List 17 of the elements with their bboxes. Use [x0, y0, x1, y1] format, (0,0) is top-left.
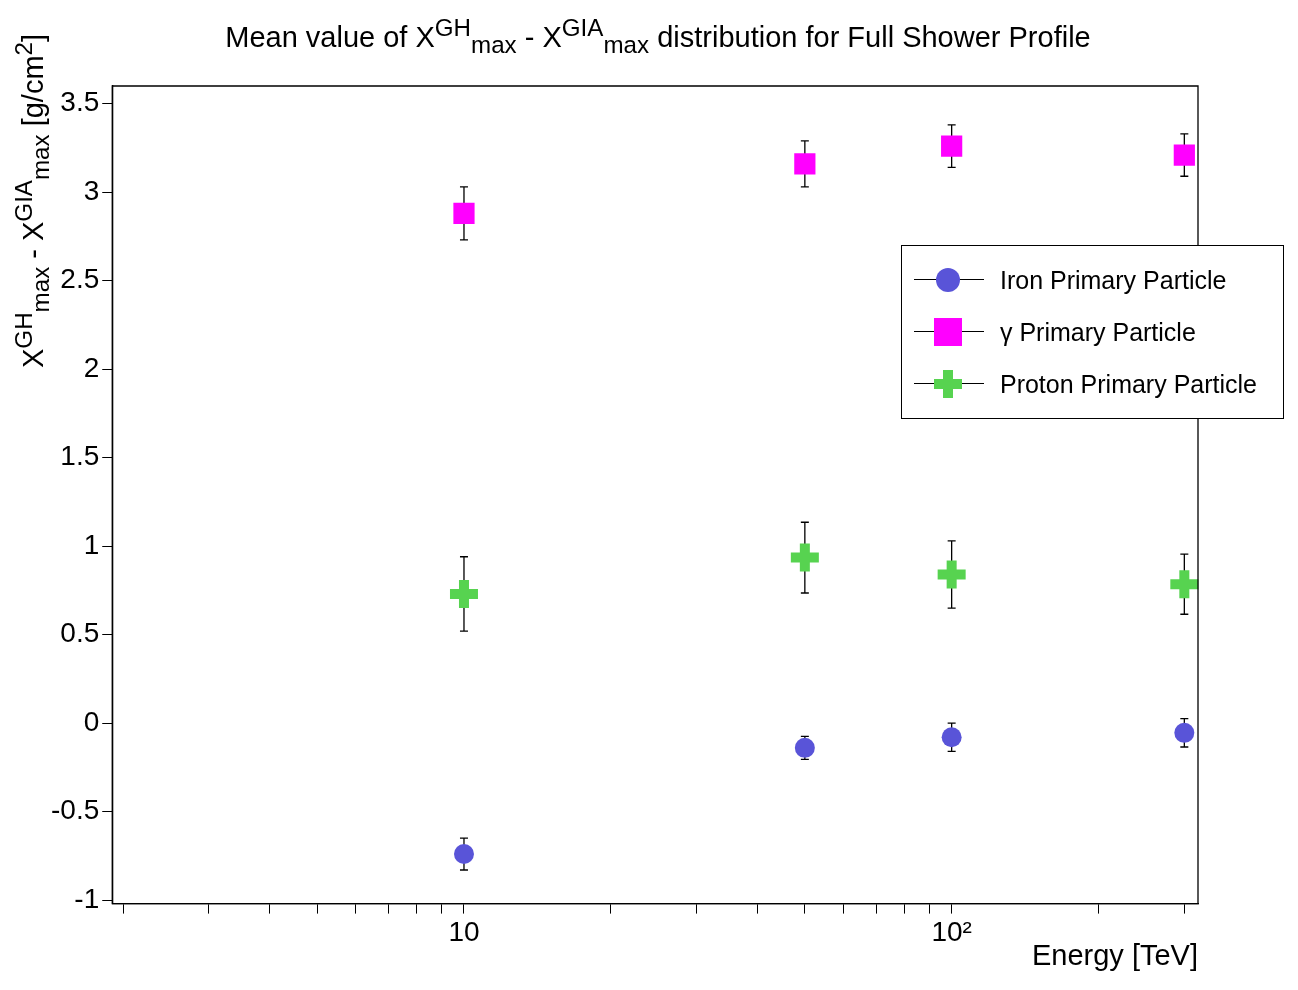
legend-label: Proton Primary Particle: [999, 369, 1257, 399]
y-tick-label: 1.5: [60, 440, 100, 472]
legend-label: Iron Primary Particle: [999, 265, 1227, 295]
legend-label: γ Primary Particle: [999, 317, 1196, 347]
y-tick-label: 0: [83, 705, 100, 737]
y-tick-label: 2.5: [60, 263, 100, 295]
x-tick-label: 10²: [931, 916, 972, 948]
y-tick-label: 2: [83, 351, 100, 383]
y-tick-label: 1: [83, 528, 100, 560]
y-tick-label: 3.5: [60, 86, 100, 118]
x-axis-title: Energy [TeV]: [1031, 938, 1198, 971]
y-tick-label: -1: [74, 882, 100, 914]
chart-title: Mean value of X$^{GH}$$_{max}$ - X$^{GIA}$$_{max}$ distribution for Full Shower Profile: [225, 14, 1091, 59]
x-tick-label: 10: [448, 916, 480, 948]
y-tick-label: 3: [83, 174, 100, 206]
y-tick-label: 0.5: [60, 617, 100, 649]
y-tick-label: -0.5: [51, 794, 100, 826]
